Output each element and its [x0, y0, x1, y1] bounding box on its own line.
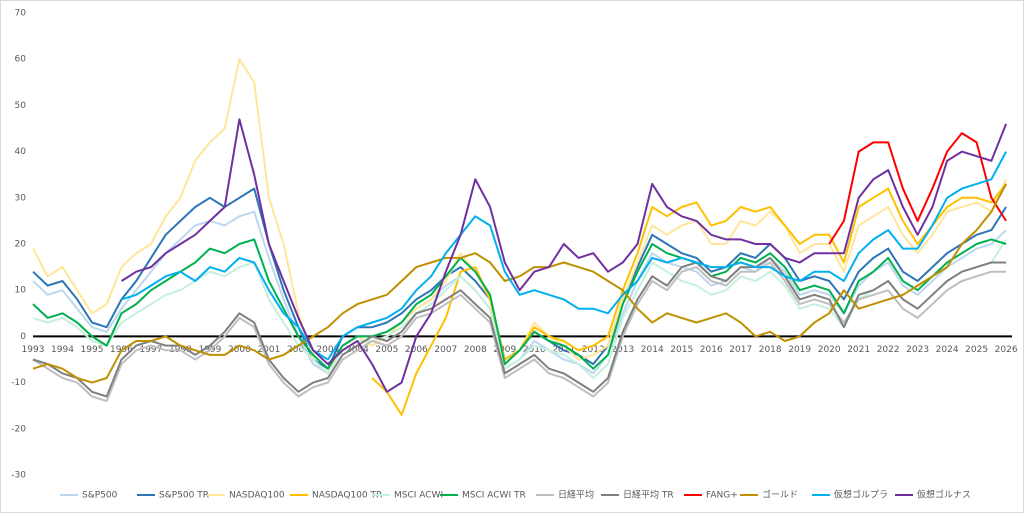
x-tick-label: 2017 — [729, 345, 752, 355]
x-tick-label: 2014 — [641, 345, 664, 355]
x-tick-label: 2007 — [434, 345, 457, 355]
x-tick-label: 2026 — [995, 345, 1018, 355]
x-tick-label: 1997 — [139, 345, 162, 355]
x-tick-label: 2020 — [818, 345, 841, 355]
x-tick-label: 2003 — [316, 345, 339, 355]
legend-label: MSCI ACWI TR — [462, 491, 526, 501]
x-tick-label: 2005 — [375, 345, 398, 355]
x-tick-label: 2002 — [287, 345, 310, 355]
y-tick-label: 10 — [15, 286, 27, 296]
x-tick-label: 2013 — [611, 345, 634, 355]
x-tick-label: 2016 — [700, 345, 723, 355]
legend-label: MSCI ACWI — [394, 491, 443, 501]
x-tick-label: 2012 — [582, 345, 605, 355]
legend-label: S&P500 TR — [159, 491, 209, 501]
x-tick-label: 2024 — [936, 345, 959, 355]
y-tick-label: 20 — [15, 240, 27, 250]
x-tick-label: 1995 — [81, 345, 104, 355]
series-line — [32, 183, 1007, 384]
y-tick-label: -20 — [11, 424, 26, 434]
x-tick-label: 2008 — [464, 345, 487, 355]
x-tick-label: 2021 — [847, 345, 870, 355]
y-tick-label: 70 — [15, 9, 27, 19]
x-tick-label: 1994 — [51, 345, 74, 355]
y-tick-label: 60 — [15, 55, 27, 65]
x-tick-label: 2018 — [759, 345, 782, 355]
x-tick-label: 2006 — [405, 345, 428, 355]
x-tick-label: 2023 — [906, 345, 929, 355]
legend-label: S&P500 — [82, 491, 118, 501]
legend-label: NASDAQ100 TR — [312, 491, 382, 501]
x-tick-label: 2019 — [788, 345, 811, 355]
series-line — [371, 183, 1007, 416]
series-line — [828, 132, 1007, 245]
x-tick-label: 1993 — [22, 345, 45, 355]
y-tick-label: -30 — [11, 471, 26, 481]
legend-label: NASDAQ100 — [229, 491, 285, 501]
y-tick-label: 50 — [15, 101, 27, 111]
y-tick-label: 30 — [15, 193, 27, 203]
x-tick-label: 2000 — [228, 345, 251, 355]
y-tick-label: -10 — [11, 378, 26, 388]
y-tick-label: 40 — [15, 147, 27, 157]
series-line — [121, 151, 1007, 361]
y-tick-label: 0 — [20, 332, 26, 342]
legend-label: 日経平均 — [558, 489, 594, 501]
legend-label: 仮想ゴルプラ — [834, 489, 888, 501]
legend-label: FANG+ — [706, 491, 738, 501]
x-tick-label: 2025 — [965, 345, 988, 355]
legend-label: 仮想ゴルナス — [917, 489, 971, 501]
series-line — [32, 261, 1007, 403]
x-tick-label: 2022 — [877, 345, 900, 355]
x-tick-label: 2010 — [523, 345, 546, 355]
legend-label: 日経平均 TR — [623, 489, 674, 501]
series-line — [32, 238, 1007, 370]
x-tick-label: 2009 — [493, 345, 516, 355]
x-tick-label: 2015 — [670, 345, 693, 355]
series-line — [32, 256, 1007, 398]
series-line — [120, 118, 1008, 393]
legend-label: ゴールド — [762, 489, 798, 501]
x-tick-label: 2001 — [257, 345, 280, 355]
